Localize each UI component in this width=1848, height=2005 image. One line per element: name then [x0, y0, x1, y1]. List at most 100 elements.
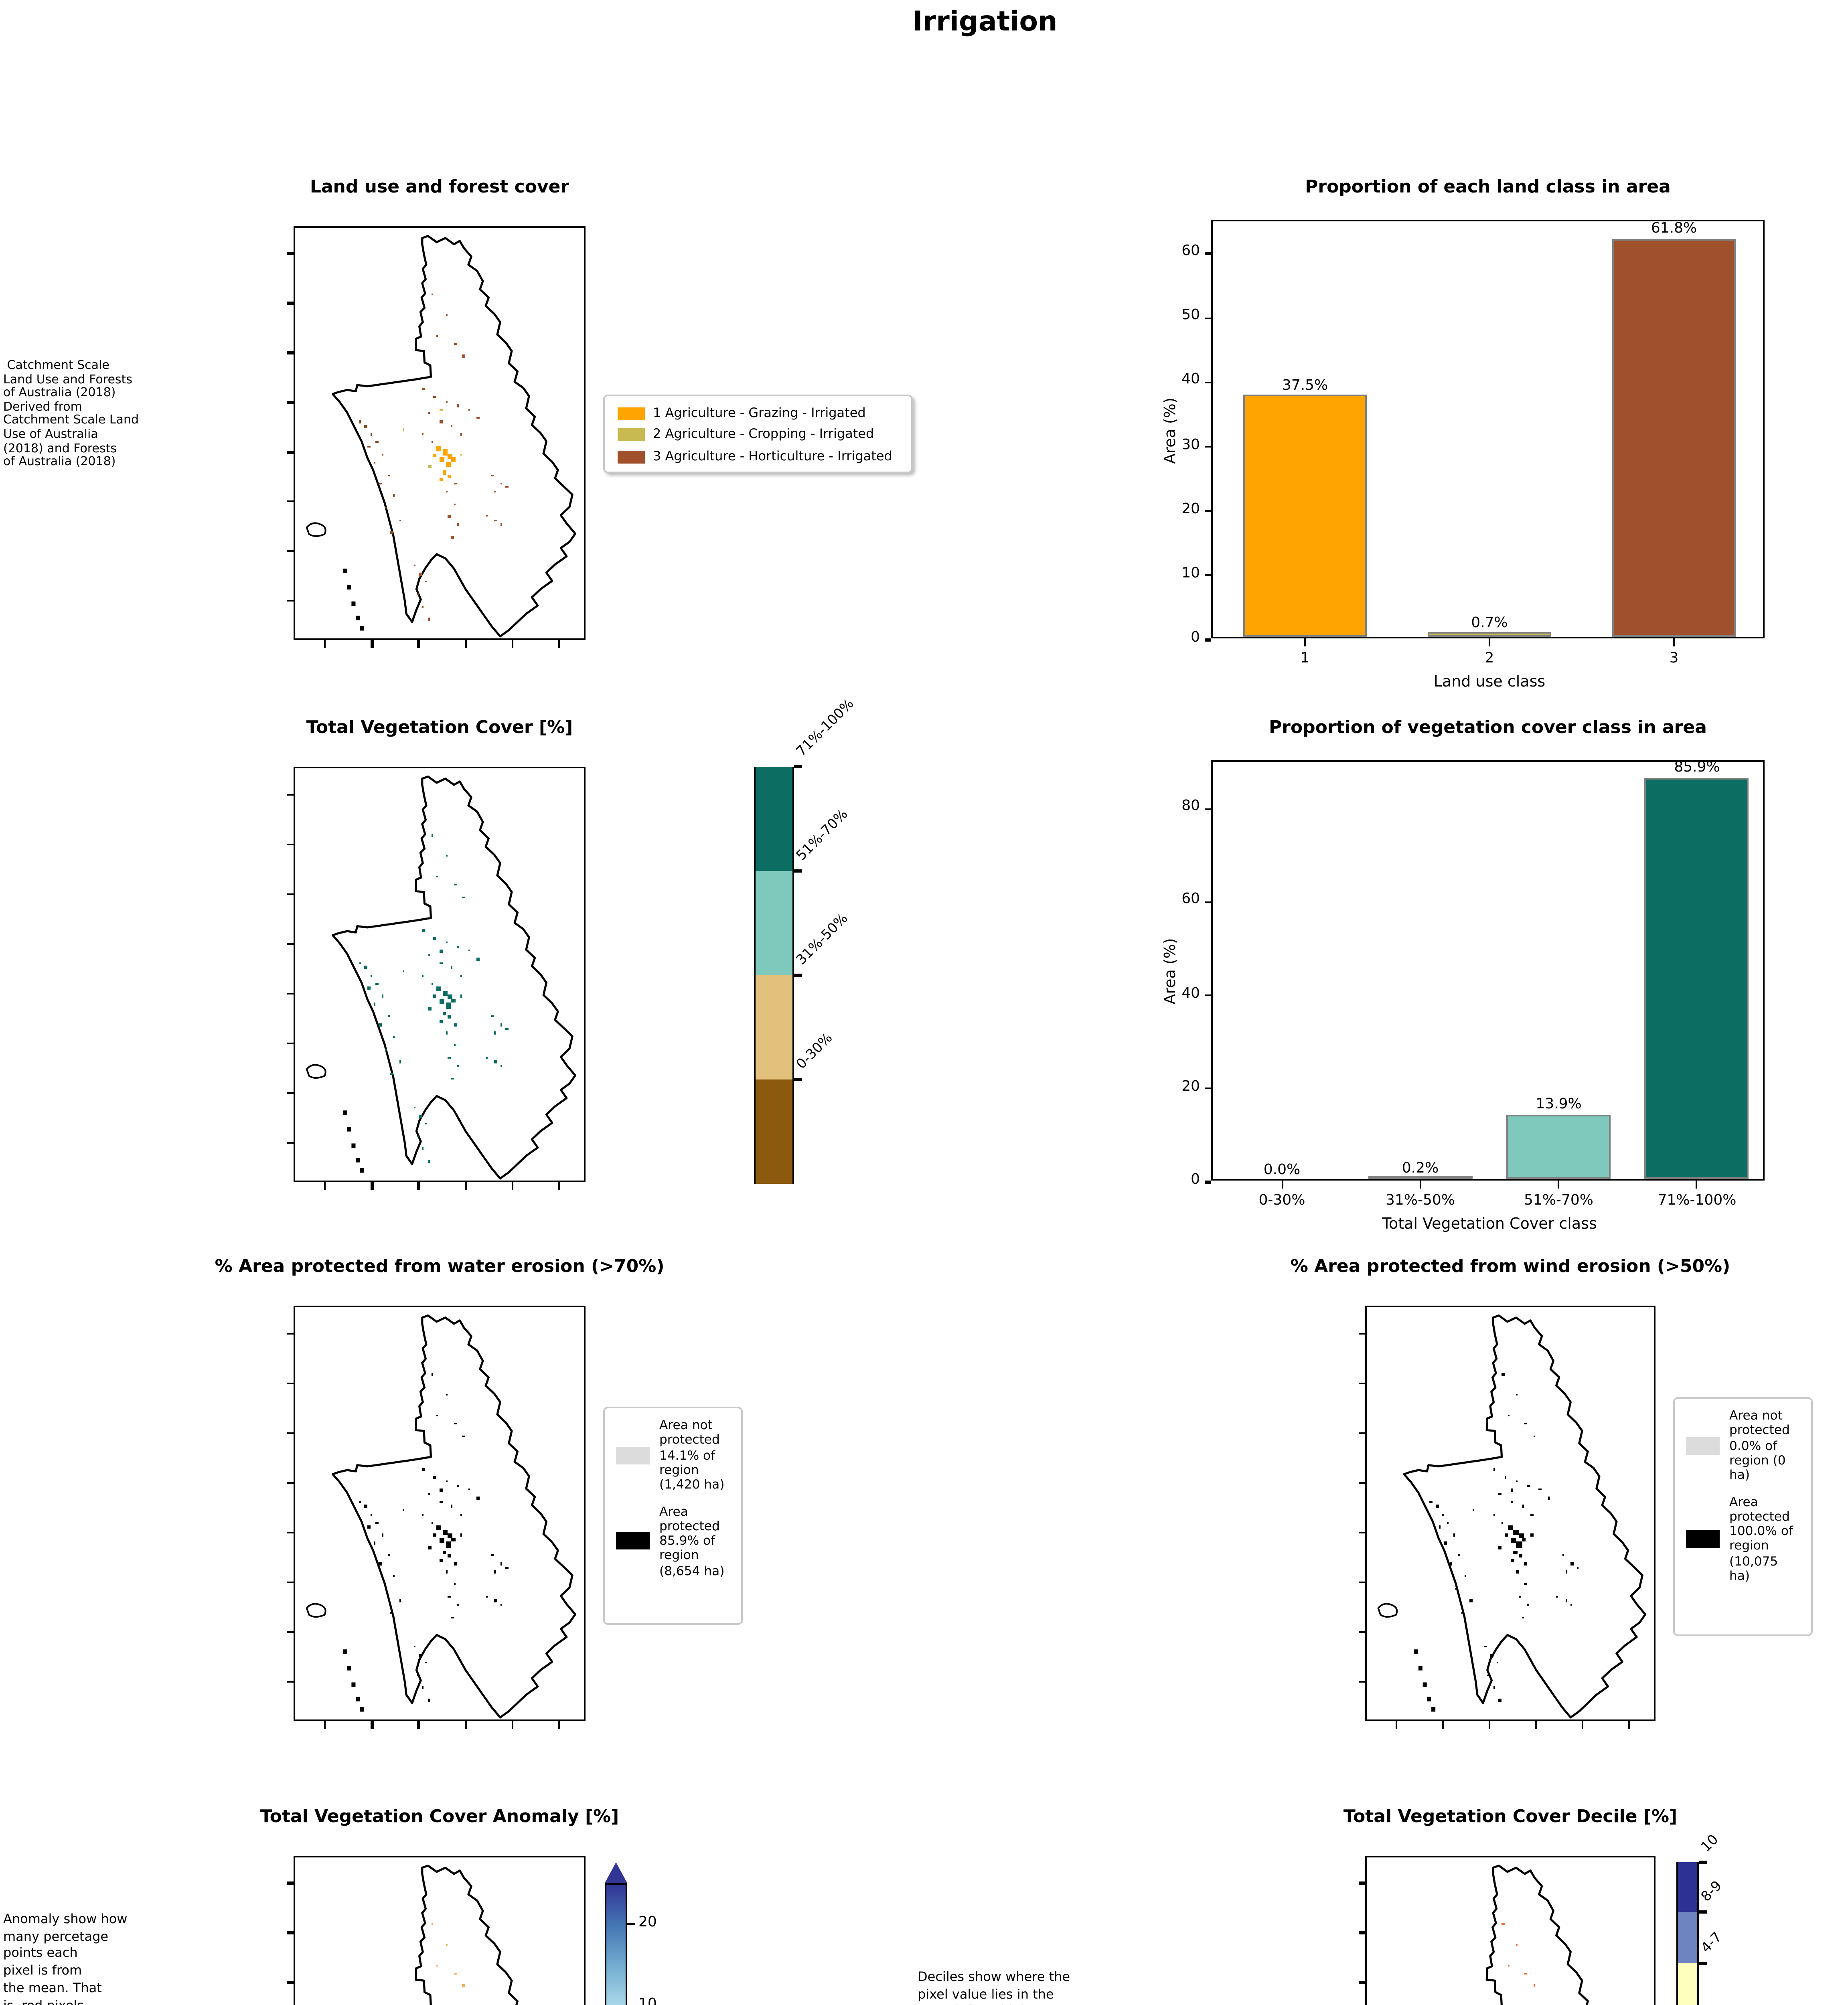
map-pixel: [364, 1505, 367, 1508]
y-tick: [286, 302, 294, 304]
x-tick: [1673, 638, 1675, 646]
map-pixel: [457, 404, 460, 407]
decile-title: Total Vegetation Cover Decile [%]: [1343, 1806, 1678, 1827]
y-tick-label: 60: [1181, 892, 1200, 909]
x-tick: [324, 1182, 326, 1189]
map-pixel: [506, 1028, 508, 1030]
map-pixel: [448, 1596, 451, 1598]
y-tick: [286, 1882, 294, 1884]
colorbar-segment: [1678, 1862, 1697, 1914]
x-tick: [1489, 1721, 1491, 1728]
map-pixel: [468, 408, 470, 411]
y-tick: [286, 843, 294, 845]
y-tick-label: 80: [1181, 799, 1200, 815]
map-pixel: [445, 314, 448, 316]
map-pixel: [1570, 1604, 1573, 1606]
map-pixel: [379, 482, 381, 485]
map-pixel: [436, 1525, 442, 1531]
map-pixel: [1499, 1699, 1502, 1701]
map-pixel: [1444, 1542, 1447, 1545]
map-pixel: [1522, 1616, 1524, 1619]
map-pixel: [376, 441, 378, 444]
y-tick: [1204, 574, 1211, 577]
map-pixel: [440, 1538, 444, 1543]
catchment-outline: [295, 1307, 584, 1719]
map-pixel: [434, 937, 436, 940]
map-pixel: [454, 1583, 456, 1586]
map-pixel: [462, 1435, 465, 1437]
map-pixel: [422, 929, 425, 932]
map-pixel: [402, 970, 404, 972]
map-pixel: [448, 515, 451, 518]
catchment-note: Catchment Scale Land Use and Forests of …: [3, 358, 139, 469]
map-pixel: [460, 433, 462, 435]
map-pixel: [1484, 1645, 1487, 1648]
colorbar-segment: [1678, 1912, 1697, 1965]
legend-swatch: [1686, 1437, 1720, 1454]
legend-swatch: [618, 407, 645, 420]
cb-tick: [794, 1078, 801, 1081]
map-pixel: [1565, 1600, 1567, 1602]
x-tick: [511, 1721, 513, 1728]
cb-tick: [1699, 1861, 1706, 1863]
map-pixel: [440, 458, 444, 463]
x-tick: [511, 640, 513, 647]
landuse-title: Land use and forest cover: [310, 176, 569, 197]
map-pixel: [448, 1057, 451, 1059]
bar: [1428, 632, 1551, 637]
map-pixel: [399, 1600, 401, 1602]
map-pixel: [445, 1480, 448, 1482]
map-pixel: [445, 1393, 448, 1396]
map-pixel: [445, 941, 448, 944]
map-pixel: [486, 1057, 488, 1059]
map-pixel: [364, 966, 367, 969]
map-pixel: [1533, 1435, 1535, 1437]
wind-legend: Area not protected 0.0% of region (0 ha)…: [1673, 1397, 1813, 1636]
map-pixel: [1507, 1525, 1512, 1531]
map-pixel: [1522, 1505, 1524, 1507]
y-tick: [286, 1042, 294, 1045]
map-pixel: [1570, 1563, 1573, 1566]
map-pixel: [1487, 1674, 1490, 1677]
y-tick-label: 40: [1181, 373, 1200, 389]
y-tick: [286, 252, 294, 255]
map-pixel: [379, 1024, 381, 1027]
map-pixel: [500, 1563, 503, 1566]
map-pixel: [440, 1020, 443, 1023]
cb-tick: [794, 766, 801, 768]
map-pixel: [440, 1559, 443, 1562]
colorbar-segment: [756, 975, 792, 1079]
map-pixel: [422, 1147, 424, 1150]
map-pixel: [436, 1414, 439, 1416]
map-pixel: [445, 490, 448, 493]
chart-1-axes: 0 20 40 60 80 Area (%) 0.0% 0-30% 0.2% 31%-50% 13.…: [1162, 760, 1765, 1233]
y-tick: [1358, 1382, 1365, 1384]
map-pixel: [1496, 1662, 1498, 1664]
map-pixel: [1507, 1414, 1510, 1416]
bar: [1645, 778, 1749, 1179]
map-pixel: [393, 1036, 395, 1038]
catchment-outline: [295, 768, 584, 1181]
y-tick: [1358, 1482, 1365, 1484]
map-pixel: [370, 974, 373, 977]
map-pixel: [1524, 1583, 1527, 1586]
y-tick: [286, 893, 294, 895]
map-pixel: [1556, 1596, 1558, 1598]
vegcover-title: Total Vegetation Cover [%]: [306, 717, 573, 738]
x-tick: [464, 1721, 466, 1728]
map-pixel: [451, 1616, 454, 1619]
map-pixel: [1516, 1542, 1522, 1548]
map-pixel: [422, 433, 424, 435]
map-pixel: [1530, 1513, 1533, 1516]
chart-1-title: Proportion of vegetation cover class in …: [1269, 717, 1707, 738]
map-pixel: [436, 1964, 439, 1966]
x-tick-label: 71%-100%: [1658, 1193, 1737, 1209]
y-tick: [1204, 639, 1211, 641]
map-pixel: [500, 1604, 502, 1606]
map-pixel: [445, 462, 451, 468]
y-tick: [1358, 1531, 1365, 1534]
y-tick: [1204, 446, 1211, 448]
x-tick: [1396, 1721, 1398, 1728]
map-pixel: [431, 293, 434, 296]
map-pixel: [451, 458, 455, 462]
